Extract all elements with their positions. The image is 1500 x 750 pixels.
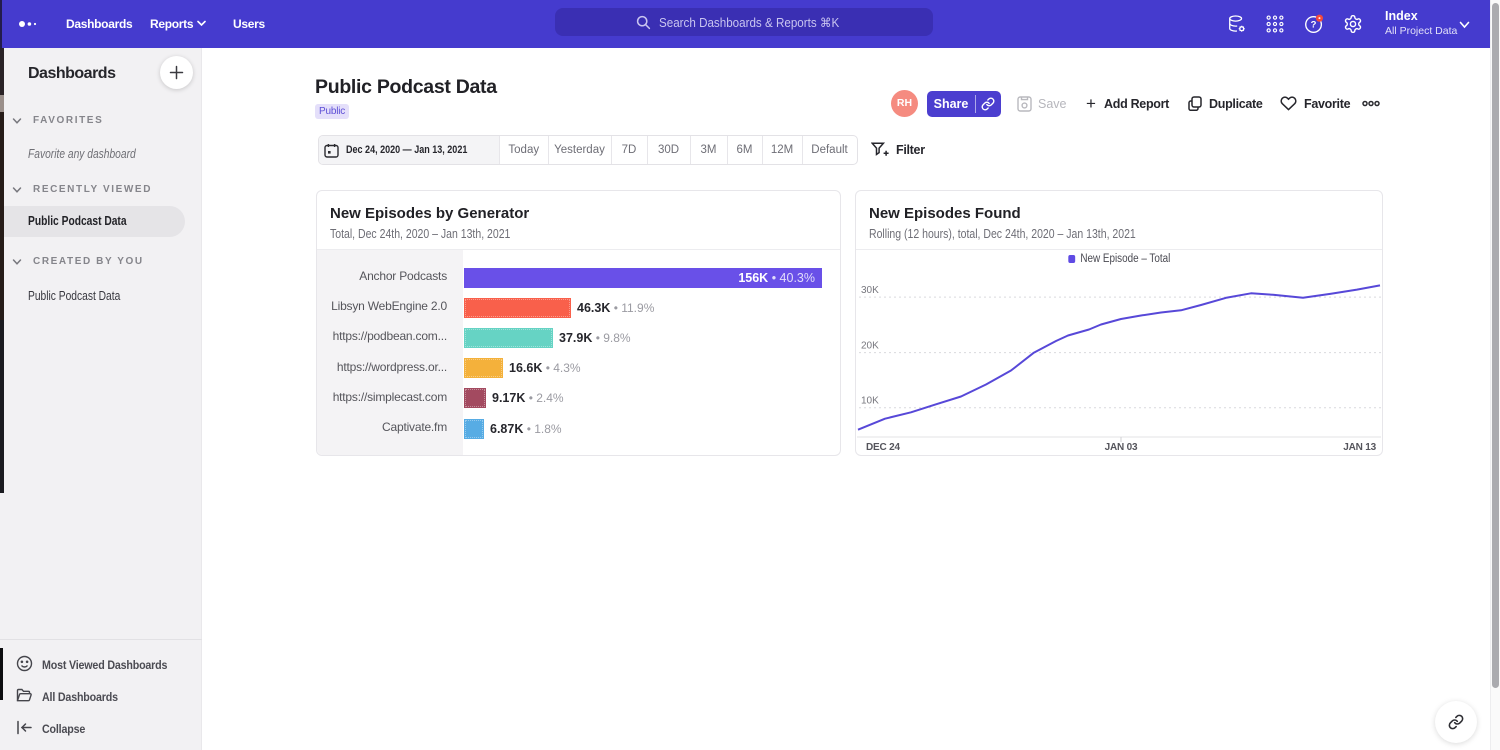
svg-text:10K: 10K xyxy=(861,396,879,407)
svg-text:JAN 03: JAN 03 xyxy=(1105,442,1138,453)
svg-text:JAN 13: JAN 13 xyxy=(1343,442,1376,453)
svg-text:20K: 20K xyxy=(861,341,879,352)
svg-text:?: ? xyxy=(1311,20,1317,31)
svg-text:DEC 24: DEC 24 xyxy=(866,442,900,453)
svg-text:30K: 30K xyxy=(861,285,879,296)
